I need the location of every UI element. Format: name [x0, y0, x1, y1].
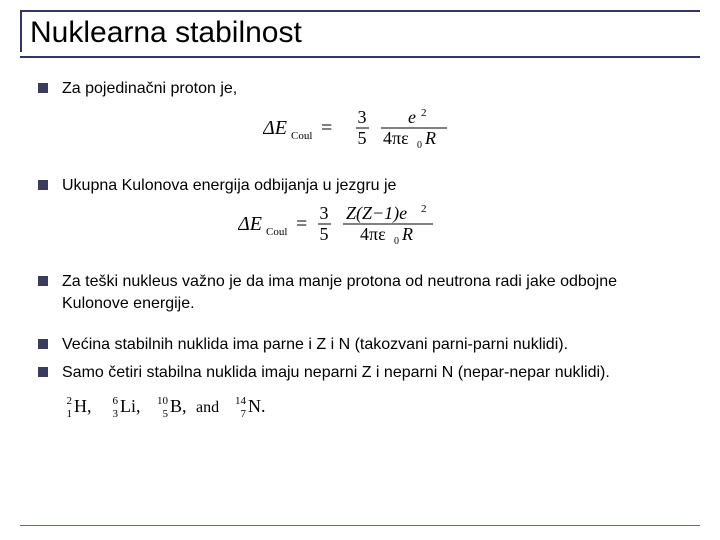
bullet-text: Većina stabilnih nuklida ima parne i Z i… [62, 334, 568, 356]
nuc-A: 6 [113, 395, 119, 407]
nuc-sym: N. [248, 396, 266, 416]
f2-lhs: ΔE [238, 213, 262, 235]
square-bullet-icon [38, 367, 48, 377]
f1-num2-sup: 2 [421, 107, 427, 119]
title-rule-bottom [20, 56, 700, 58]
f2-den2sub: 0 [394, 236, 399, 247]
nuc-and: and [196, 399, 219, 416]
formula-2: ΔE Coul = 3 5 Z(Z−1)e 2 4πε 0 R [38, 202, 688, 253]
bullet-item: Za teški nukleus važno je da ima manje p… [38, 271, 688, 314]
title-rule-top [20, 10, 700, 12]
f1-den1sub: 0 [417, 140, 422, 151]
nuc-Z: 5 [163, 408, 169, 420]
slide-title: Nuklearna stabilnost [30, 16, 302, 50]
formula-1: ΔE Coul = 3 5 e 2 4πε 0 R [38, 106, 688, 157]
bullet-text: Za teški nukleus važno je da ima manje p… [62, 271, 688, 314]
nuc-sym: Li, [120, 396, 141, 416]
f1-lhs: ΔE [263, 117, 287, 139]
f1-den1c: R [424, 128, 436, 148]
f1-num2: e [408, 107, 416, 127]
bullet-text: Za pojedinačni proton je, [62, 78, 237, 100]
f2-num2sup: 2 [421, 203, 427, 215]
bullet-item: Za pojedinačni proton je, [38, 78, 688, 100]
f1-eq: = [321, 117, 332, 139]
square-bullet-icon [38, 339, 48, 349]
f1-lhs-sub: Coul [291, 130, 312, 142]
nuc-Z: 1 [67, 408, 73, 420]
slide-content: Za pojedinačni proton je, ΔE Coul = 3 5 … [38, 78, 688, 427]
f2-num1: 3 [320, 203, 329, 223]
bullet-item: Samo četiri stabilna nuklida imaju nepar… [38, 362, 688, 384]
nuc-A: 14 [235, 395, 247, 407]
f2-num2a: Z(Z−1)e [346, 203, 407, 224]
nuc-sym: B, [170, 396, 187, 416]
spacer [38, 320, 688, 334]
nuc-Z: 7 [241, 408, 247, 420]
f1-den1b: 4πε [383, 128, 409, 148]
f2-den2a: 4πε [360, 224, 386, 244]
slide: Nuklearna stabilnost Za pojedinačni prot… [0, 0, 720, 540]
bullet-text: Ukupna Kulonova energija odbijanja u jez… [62, 175, 396, 197]
bullet-text: Samo četiri stabilna nuklida imaju nepar… [62, 362, 610, 384]
bullet-item: Ukupna Kulonova energija odbijanja u jez… [38, 175, 688, 197]
bullet-item: Većina stabilnih nuklida ima parne i Z i… [38, 334, 688, 356]
f2-den1: 5 [320, 224, 329, 244]
footer-rule [20, 525, 700, 526]
nuc-Z: 3 [113, 408, 119, 420]
nuclide-list: 2 1 H, 6 3 Li, 10 5 B, and 14 7 N. [62, 392, 688, 427]
f1-num1: 3 [358, 107, 367, 127]
nuc-A: 10 [157, 395, 169, 407]
nuc-A: 2 [67, 395, 73, 407]
title-rule-left [20, 10, 22, 52]
nuc-sym: H, [74, 396, 92, 416]
f2-eq: = [296, 213, 307, 235]
f2-lhs-sub: Coul [266, 226, 287, 238]
square-bullet-icon [38, 83, 48, 93]
square-bullet-icon [38, 276, 48, 286]
f1-den1a: 5 [358, 128, 367, 148]
f2-den2b: R [401, 224, 413, 244]
square-bullet-icon [38, 180, 48, 190]
